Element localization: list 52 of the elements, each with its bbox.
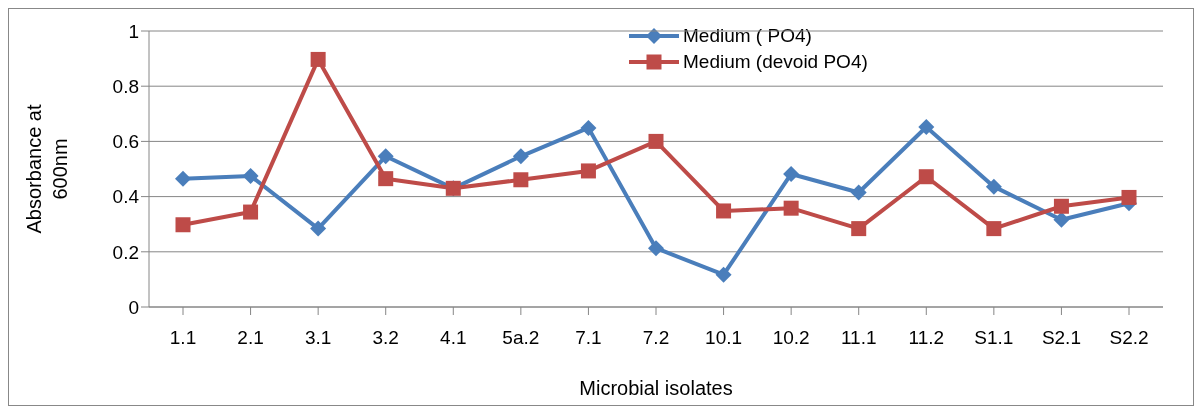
x-tick-label: 3.2 [372,327,399,349]
point [918,169,934,185]
x-tick-label: 7.2 [642,327,670,349]
point [513,172,529,188]
x-tick-label: S1.1 [974,327,1014,349]
point [310,220,327,237]
x-tick-label: 10.1 [705,327,743,349]
point [648,133,664,149]
x-axis-title: Microbial isolates [579,377,733,399]
y-tick-label: 0.2 [112,241,139,263]
point [783,200,799,216]
x-tick-label: 3.1 [304,327,332,349]
point [985,178,1002,195]
x-tick-label: 2.1 [237,327,264,349]
point [310,51,326,67]
x-tick-label: S2.2 [1109,327,1149,349]
y-axis-title: Absorbance at 600nm [23,104,71,234]
x-tick-label: 7.1 [575,327,602,349]
y-tick-label: 0.4 [112,186,140,208]
point [512,148,529,165]
point [377,148,394,165]
point [243,204,259,220]
y-tick-label: 0.8 [112,75,139,97]
point [175,170,191,187]
point [986,221,1002,237]
x-tick-label: 11.2 [908,327,945,349]
point [580,119,597,136]
point [783,165,800,182]
x-tick-label: S2.1 [1041,327,1081,349]
x-tick-label: 5a.2 [502,327,540,349]
point [1053,198,1069,214]
point [850,184,867,201]
point [1121,189,1137,205]
point [580,163,596,179]
point [715,266,732,283]
y-tick-label: 0.6 [112,131,139,153]
point [175,217,191,233]
legend-label: Medium (devoid PO4) [683,51,868,73]
point [716,203,732,219]
point [378,171,394,187]
x-tick-label: 11.1 [840,327,877,349]
legend-label: Medium ( PO4) [683,25,812,47]
x-tick-label: 4.1 [440,327,467,349]
point [242,167,259,184]
point [1053,211,1070,228]
point [648,240,664,257]
point [918,119,935,136]
y-tick-label: 0 [128,296,139,318]
x-tick-label: 10.2 [772,327,810,349]
y-tick-label: 1 [128,20,139,42]
x-tick-label: 1.1 [169,327,197,349]
point [851,221,867,237]
